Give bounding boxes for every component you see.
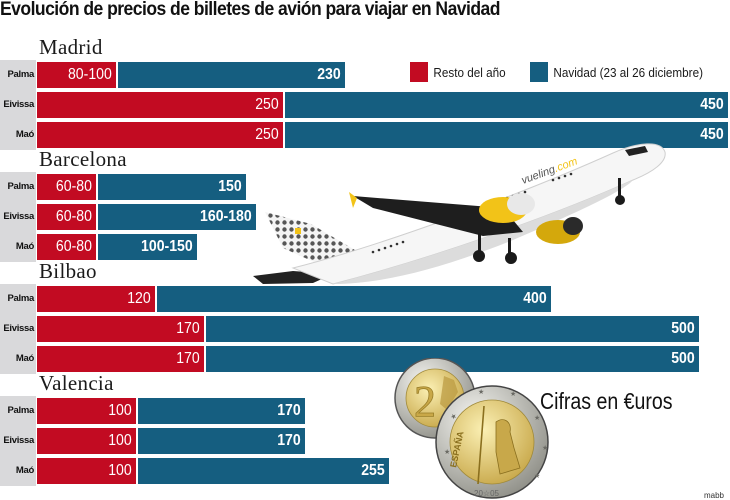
bar-value-label: 250 (255, 126, 279, 143)
destination-label-column (0, 172, 36, 262)
bar-resto-valencia-mao: 100 (37, 458, 136, 484)
row-label-mao: Maó (15, 465, 34, 476)
bar-value-label: 80-100 (68, 66, 112, 83)
legend-swatch-resto (410, 62, 428, 82)
bar-value-label: 160-180 (200, 208, 252, 225)
svg-text:★: ★ (449, 412, 458, 422)
svg-text:★: ★ (444, 448, 450, 456)
bar-value-label: 150 (218, 178, 242, 195)
legend-item-navidad: Navidad (23 al 26 diciembre) (530, 62, 703, 82)
currency-note: Cifras en €uros (540, 388, 673, 414)
bar-value-label: 500 (671, 320, 695, 337)
bar-navidad-barcelona-mao: 100-150 (98, 234, 197, 260)
row-label-mao: Maó (15, 129, 34, 140)
bar-value-label: 230 (317, 66, 341, 83)
bar-navidad-bilbao-eivissa: 500 (206, 316, 699, 342)
group-header-bilbao: Bilbao (39, 259, 97, 283)
group-header-barcelona: Barcelona (39, 147, 127, 171)
row-label-palma: Palma (7, 405, 35, 416)
legend: Resto del año Navidad (23 al 26 diciembr… (410, 62, 722, 82)
bar-value-label: 120 (127, 290, 151, 307)
chart-title: Evolución de precios de billetes de avió… (0, 0, 500, 20)
bar-value-label: 60-80 (55, 208, 92, 225)
bar-resto-valencia-palma: 100 (37, 398, 136, 424)
bar-resto-bilbao-mao: 170 (37, 346, 204, 372)
bar-value-label: 100-150 (141, 238, 193, 255)
coin-front: ★ ★ ★ ★ ★ ★ ★ ESPAÑA 20☆05 (435, 385, 549, 499)
bar-navidad-bilbao-palma: 400 (157, 286, 551, 312)
bar-value-label: 100 (108, 432, 132, 449)
row-label-eivissa: Eivissa (3, 211, 34, 222)
bar-value-label: 255 (361, 462, 385, 479)
bar-navidad-valencia-eivissa: 170 (138, 428, 305, 454)
bar-value-label: 170 (176, 350, 200, 367)
svg-text:20☆05: 20☆05 (474, 489, 500, 498)
bar-value-label: 400 (523, 290, 547, 307)
legend-label-resto: Resto del año (433, 64, 506, 80)
bar-resto-madrid-mao: 250 (37, 122, 283, 148)
bar-value-label: 170 (176, 320, 200, 337)
credit: mabb (703, 491, 724, 500)
bar-value-label: 100 (108, 402, 132, 419)
bar-resto-bilbao-palma: 120 (37, 286, 155, 312)
bar-navidad-madrid-eivissa: 450 (285, 92, 728, 118)
bar-navidad-barcelona-palma: 150 (98, 174, 246, 200)
row-label-eivissa: Eivissa (3, 99, 34, 110)
row-label-palma: Palma (7, 293, 35, 304)
destination-label-column (0, 284, 36, 374)
bar-navidad-valencia-palma: 170 (138, 398, 305, 424)
bar-resto-valencia-eivissa: 100 (37, 428, 136, 454)
row-label-eivissa: Eivissa (3, 435, 34, 446)
bar-value-label: 450 (700, 126, 724, 143)
bar-resto-madrid-palma: 80-100 (37, 62, 116, 88)
bar-resto-bilbao-eivissa: 170 (37, 316, 204, 342)
bar-resto-barcelona-palma: 60-80 (37, 174, 96, 200)
bar-navidad-madrid-palma: 230 (118, 62, 345, 88)
row-label-mao: Maó (15, 353, 34, 364)
legend-label-navidad: Navidad (23 al 26 diciembre) (553, 64, 704, 80)
legend-swatch-navidad (530, 62, 549, 82)
bar-value-label: 450 (700, 96, 724, 113)
bar-navidad-barcelona-eivissa: 160-180 (98, 204, 256, 230)
row-label-mao: Maó (15, 241, 34, 252)
bar-resto-barcelona-eivissa: 60-80 (37, 204, 96, 230)
bar-value-label: 100 (108, 462, 132, 479)
row-label-palma: Palma (7, 69, 35, 80)
bar-navidad-madrid-mao: 450 (285, 122, 728, 148)
bar-value-label: 250 (255, 96, 279, 113)
bar-resto-madrid-eivissa: 250 (37, 92, 283, 118)
destination-label-column (0, 60, 36, 150)
destination-label-column (0, 396, 36, 486)
row-label-palma: Palma (7, 181, 35, 192)
airplane-illustration: vueling.com (253, 143, 666, 285)
svg-text:★: ★ (510, 390, 516, 398)
svg-text:★: ★ (542, 444, 548, 452)
bar-navidad-valencia-mao: 255 (138, 458, 389, 484)
bar-value-label: 170 (277, 402, 301, 419)
bar-value-label: 60-80 (55, 178, 92, 195)
group-header-madrid: Madrid (39, 35, 103, 59)
bar-value-label: 170 (277, 432, 301, 449)
svg-text:2: 2 (414, 377, 436, 426)
group-header-valencia: Valencia (39, 371, 114, 395)
bar-value-label: 60-80 (55, 238, 92, 255)
row-label-eivissa: Eivissa (3, 323, 34, 334)
svg-text:★: ★ (534, 472, 540, 480)
euro-coins-illustration: 2 ★ ★ ★ ★ ★ ★ ★ ESPAÑA 20☆05 (394, 358, 549, 499)
bar-resto-barcelona-mao: 60-80 (37, 234, 96, 260)
legend-item-resto: Resto del año (410, 62, 506, 82)
bar-value-label: 500 (671, 350, 695, 367)
svg-text:★: ★ (534, 414, 540, 422)
svg-text:★: ★ (478, 388, 484, 396)
